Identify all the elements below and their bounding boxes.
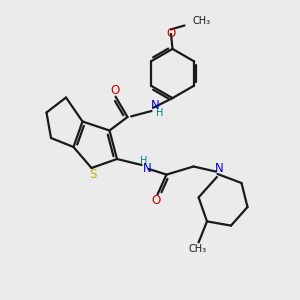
Text: O: O (152, 194, 160, 208)
Text: N: N (143, 161, 152, 175)
Text: O: O (167, 27, 176, 40)
Text: CH₃: CH₃ (189, 244, 207, 254)
Text: N: N (214, 162, 224, 175)
Text: CH₃: CH₃ (193, 16, 211, 26)
Text: S: S (89, 168, 97, 181)
Text: O: O (110, 83, 119, 97)
Text: H: H (156, 107, 164, 118)
Text: H: H (140, 156, 147, 167)
Text: N: N (151, 99, 160, 112)
